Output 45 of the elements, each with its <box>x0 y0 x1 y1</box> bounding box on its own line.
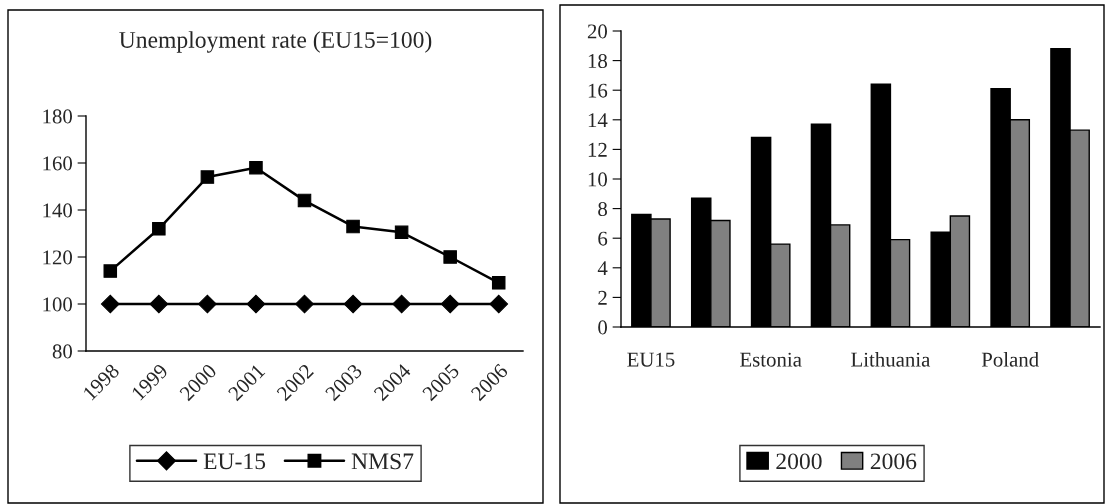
point <box>103 264 118 278</box>
y-tick-label: 180 <box>43 109 73 124</box>
point <box>440 294 460 314</box>
x-tick-label: Lithuania <box>851 352 931 367</box>
y-tick-label: 18 <box>588 53 608 69</box>
point <box>100 294 120 314</box>
point <box>246 294 266 314</box>
y-tick-label: 8 <box>598 201 608 217</box>
legend-label: 2000 <box>776 453 822 470</box>
y-tick-label: 14 <box>588 113 608 128</box>
point <box>443 250 457 264</box>
x-tick-label: 1999 <box>131 363 169 401</box>
point <box>149 294 169 314</box>
y-tick-label: 10 <box>588 172 608 187</box>
y-tick-label: 120 <box>43 250 73 265</box>
point <box>491 276 506 290</box>
y-tick-label: 140 <box>43 203 73 218</box>
point <box>200 170 215 184</box>
y-tick-label: 16 <box>588 83 608 98</box>
point <box>343 294 363 314</box>
y-tick-label: 160 <box>43 156 73 171</box>
y-tick-label: 2 <box>598 290 607 305</box>
point <box>392 294 411 314</box>
x-tick-label: Estonia <box>740 352 802 367</box>
point <box>297 193 312 208</box>
legend-label: EU-15 <box>203 453 266 470</box>
legend-label: NMS7 <box>351 453 414 470</box>
point <box>295 294 314 314</box>
y-tick-label: 12 <box>588 142 607 157</box>
y-tick-label: 6 <box>598 231 608 246</box>
legend-label: 2006 <box>870 453 917 470</box>
point <box>198 294 217 314</box>
point <box>152 222 166 236</box>
y-tick-label: 100 <box>43 297 73 312</box>
point <box>249 160 263 175</box>
y-tick-label: 4 <box>597 261 608 276</box>
y-tick-label: 0 <box>598 320 608 335</box>
point <box>394 225 409 240</box>
x-tick-label: Poland <box>981 352 1039 367</box>
y-tick-label: 20 <box>587 24 608 39</box>
x-tick-label: EU15 <box>627 352 675 367</box>
y-tick-label: 80 <box>52 344 73 359</box>
chart-title: Unemployment rate (EU15=100) <box>119 31 432 53</box>
point <box>489 294 509 314</box>
point <box>346 219 360 234</box>
